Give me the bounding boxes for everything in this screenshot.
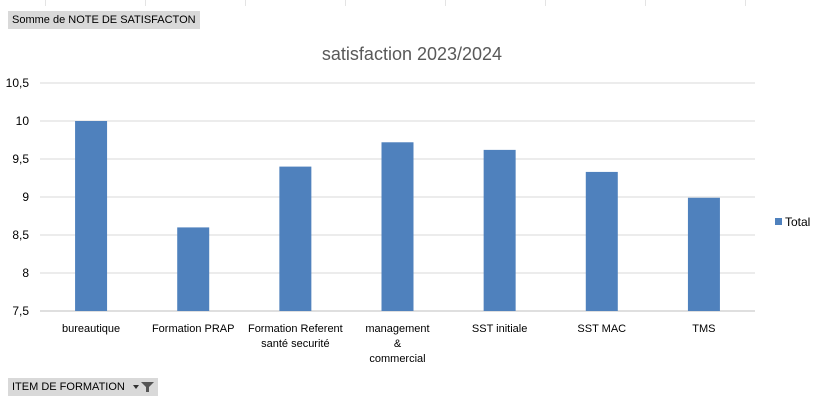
bar bbox=[381, 142, 414, 311]
y-tick-label: 7,5 bbox=[12, 304, 29, 318]
bar bbox=[585, 171, 618, 311]
axis-field-button[interactable]: ITEM DE FORMATION bbox=[8, 378, 158, 396]
legend-label: Total bbox=[785, 215, 810, 229]
x-category-label: SST initiale bbox=[472, 323, 527, 335]
y-tick-label: 9,5 bbox=[12, 152, 29, 166]
filter-dropdown-icon[interactable] bbox=[132, 381, 156, 393]
bar bbox=[75, 121, 108, 311]
y-tick-label: 10,5 bbox=[6, 76, 30, 90]
x-category-label: bureautique bbox=[62, 323, 120, 335]
y-tick-label: 8 bbox=[22, 266, 29, 280]
x-category-label: TMS bbox=[692, 323, 715, 335]
bar bbox=[687, 197, 720, 311]
bars bbox=[75, 121, 720, 311]
value-field-button[interactable]: Somme de NOTE DE SATISFACTON bbox=[8, 11, 200, 29]
y-axis-ticks: 7,5 8 8,5 9 9,5 10 10,5 bbox=[6, 76, 30, 318]
value-field-label: Somme de NOTE DE SATISFACTON bbox=[12, 14, 196, 26]
bar bbox=[483, 149, 516, 311]
axis-field-label: ITEM DE FORMATION bbox=[12, 381, 125, 393]
x-category-label: management & commercial bbox=[365, 323, 429, 365]
x-category-label: SST MAC bbox=[577, 323, 626, 335]
legend: Total bbox=[775, 215, 810, 229]
bar bbox=[279, 166, 312, 311]
legend-swatch bbox=[775, 218, 782, 225]
y-tick-label: 9 bbox=[22, 190, 29, 204]
bar bbox=[177, 227, 210, 311]
chart-title: satisfaction 2023/2024 bbox=[322, 44, 502, 64]
x-category-label: Formation PRAP bbox=[152, 323, 235, 335]
y-tick-label: 8,5 bbox=[12, 228, 29, 242]
sheet-gridlines bbox=[0, 0, 825, 6]
x-category-label: Formation Referent santé securité bbox=[248, 323, 343, 350]
y-tick-label: 10 bbox=[16, 114, 30, 128]
x-axis-categories: bureautique Formation PRAP Formation Refer… bbox=[62, 323, 716, 365]
